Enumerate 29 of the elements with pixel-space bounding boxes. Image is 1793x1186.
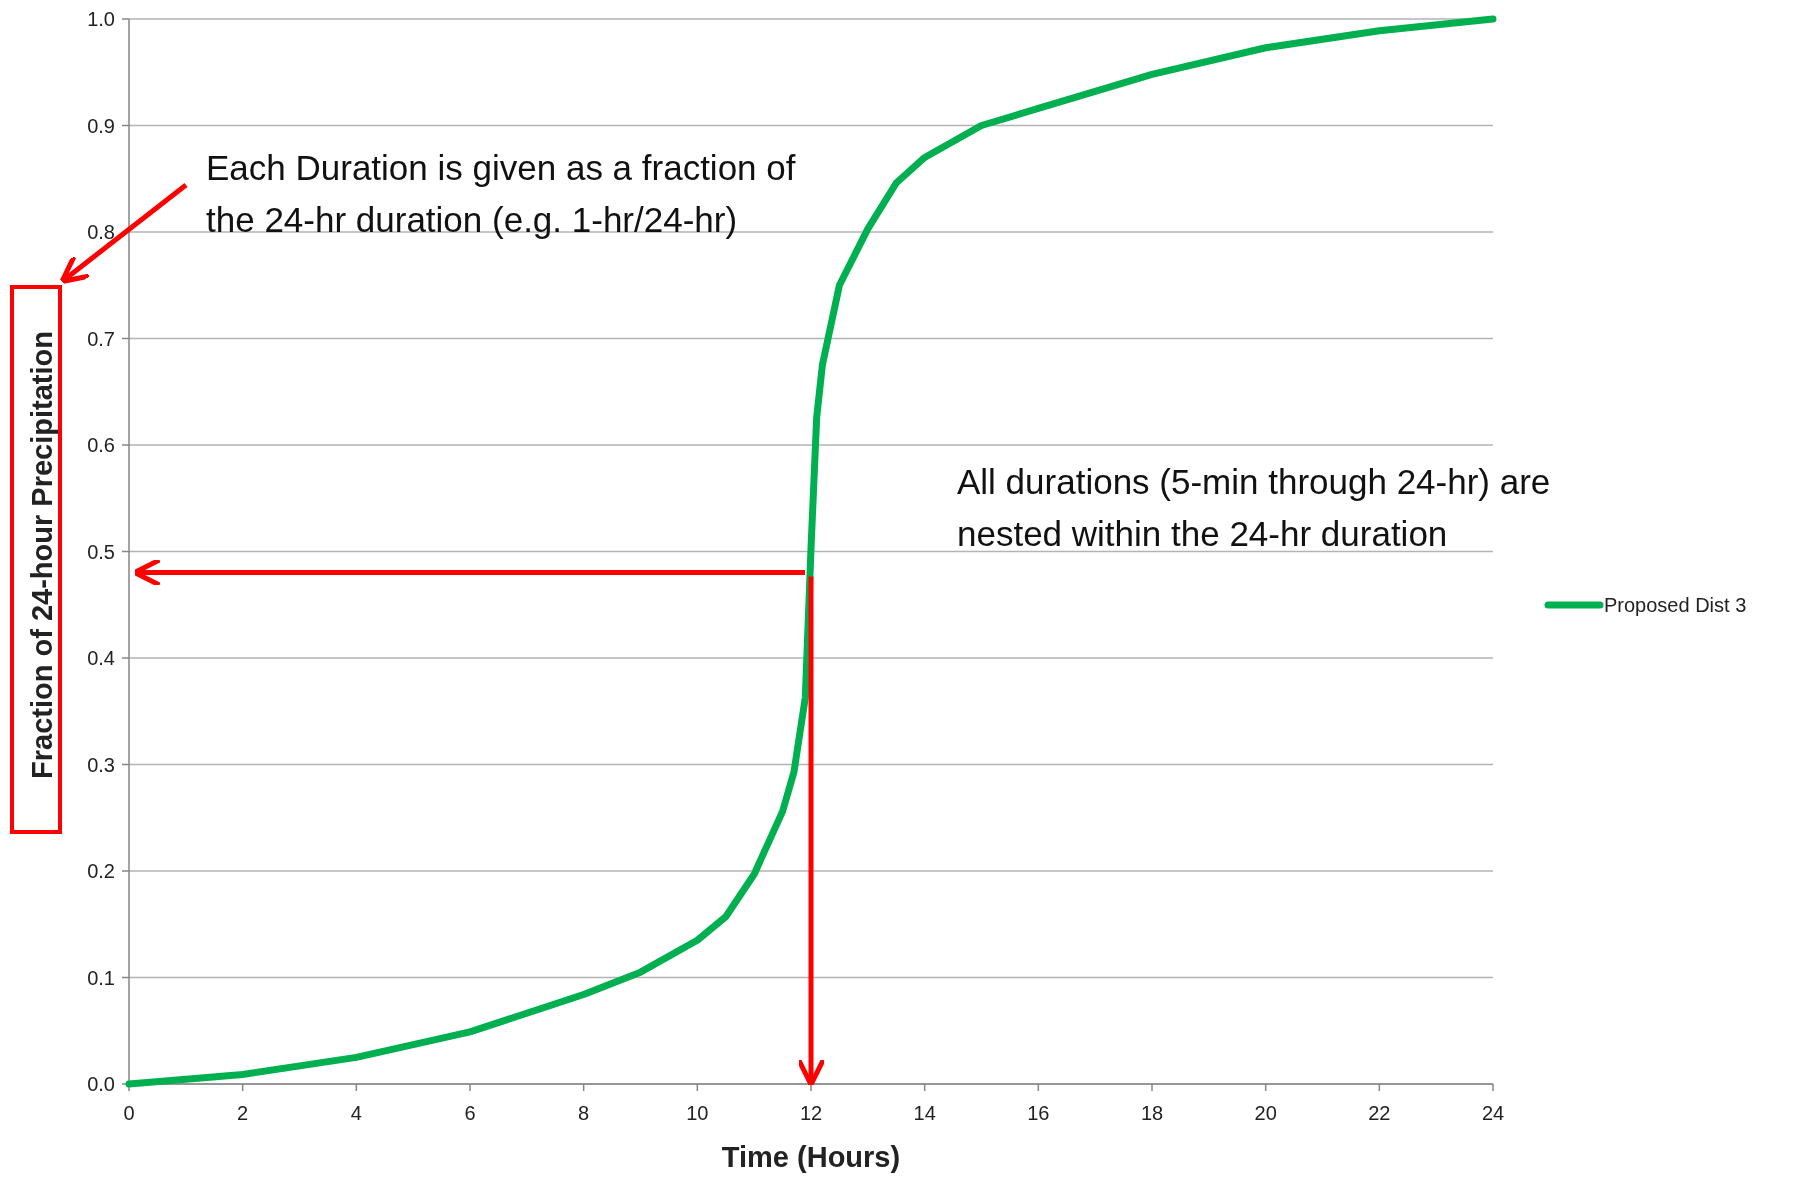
y-tick-label: 0.2 <box>87 860 115 882</box>
x-tick-label: 0 <box>123 1102 135 1124</box>
x-tick-label: 18 <box>1140 1102 1164 1124</box>
annotation: All durations (5-min through 24-hr) are nested within the 24-hr duration <box>957 462 1551 553</box>
x-tick-label: 14 <box>913 1102 936 1124</box>
x-tick-label: 2 <box>237 1102 249 1124</box>
y-tick-label: 0.3 <box>87 753 115 776</box>
x-tick-label: 6 <box>464 1102 476 1124</box>
x-tick-label: 20 <box>1254 1102 1277 1124</box>
y-tick-label: 0.7 <box>87 327 115 350</box>
annotation: Each Duration is given as a fraction of the 24-hr duration (e.g. 1-hr/24-hr) <box>206 148 796 239</box>
x-axis-title: Time (Hours) <box>721 1141 901 1173</box>
legend-label: Proposed Dist 3 <box>1604 594 1747 616</box>
y-tick-label: 0.0 <box>87 1073 115 1095</box>
x-tick-label: 12 <box>799 1102 823 1124</box>
y-axis-title: Fraction of 24-hour Precipitation <box>26 331 58 779</box>
x-tick-label: 22 <box>1368 1102 1391 1124</box>
y-tick-label: 0.8 <box>87 221 115 243</box>
y-tick-label: 0.5 <box>87 540 115 563</box>
x-tick-label: 10 <box>686 1102 709 1124</box>
x-tick-label: 4 <box>350 1102 362 1124</box>
y-tick-label: 1.0 <box>87 8 115 30</box>
x-tick-label: 24 <box>1481 1102 1505 1124</box>
y-tick-label: 0.6 <box>87 434 115 456</box>
x-tick-label: 16 <box>1027 1102 1050 1124</box>
y-tick-label: 0.4 <box>87 647 115 669</box>
y-tick-label: 0.9 <box>87 114 115 137</box>
x-tick-label: 8 <box>578 1102 590 1124</box>
y-tick-label: 0.1 <box>87 966 115 989</box>
